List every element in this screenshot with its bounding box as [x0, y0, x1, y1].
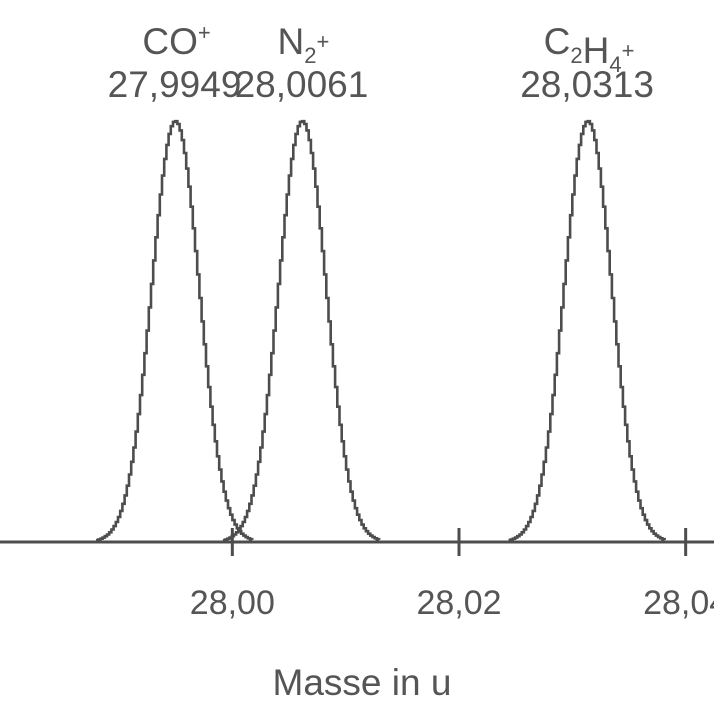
peak-n2	[222, 119, 381, 542]
peak-formula-n2: N2+	[278, 21, 330, 68]
x-axis-title: Masse in u	[273, 662, 452, 703]
peak-mass-c2h4: 28,0313	[520, 64, 654, 105]
peak-labels: CO+27,9949 N2+28,0061 C2H4+28,0313	[108, 20, 654, 105]
x-tick-label: 28,04	[643, 584, 714, 622]
peak-mass-co: 27,9949	[108, 64, 242, 105]
peak-formula-c2h4: C2H4+	[544, 21, 635, 77]
peak-formula-co: CO+	[142, 20, 210, 62]
x-axis-ticks: 28,00 28,02 28,04	[190, 528, 714, 622]
x-tick-label: 28,02	[416, 584, 501, 622]
peak-co	[96, 119, 254, 542]
peak-mass-n2: 28,0061	[235, 64, 369, 105]
peak-c2h4	[508, 119, 666, 542]
peaks-layer	[96, 119, 666, 542]
x-tick-label: 28,00	[190, 584, 275, 622]
